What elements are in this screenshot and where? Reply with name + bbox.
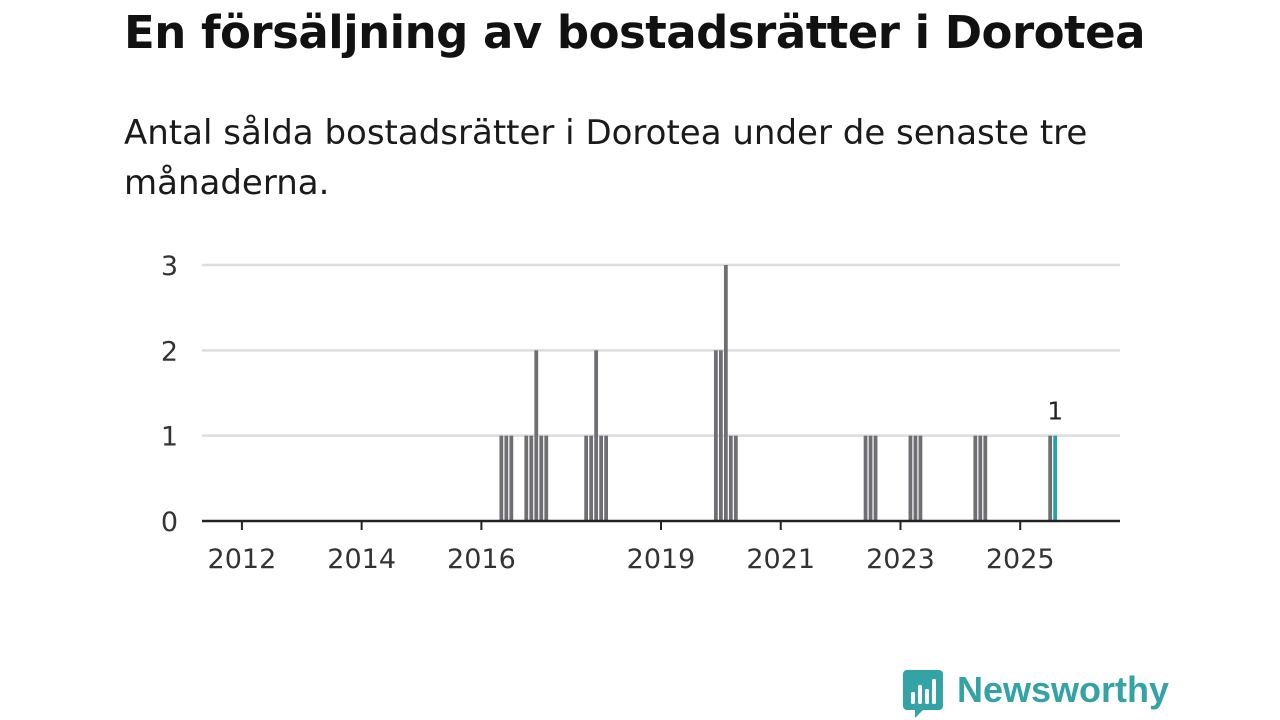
bar [539, 435, 544, 521]
bar [534, 350, 539, 521]
bar [908, 435, 913, 521]
bar [918, 435, 923, 521]
bar [718, 350, 723, 521]
x-tick-label: 2014 [327, 544, 396, 575]
bar [504, 435, 509, 521]
data-labels: 1 [1047, 397, 1063, 426]
bar [599, 435, 604, 521]
bar-chart: 0 1 2 3 2012 2014 2016 2019 2021 2023 2025 1 [161, 251, 1120, 575]
bar [499, 435, 504, 521]
chart-title: En försäljning av bostadsrätter i Dorote… [124, 6, 1145, 59]
bars [499, 265, 1058, 521]
x-tick-label: 2016 [447, 544, 516, 575]
brand-name: Newsworthy [957, 669, 1170, 710]
x-axis-labels: 2012 2014 2016 2019 2021 2023 2025 [208, 544, 1055, 575]
bar [728, 435, 733, 521]
y-tick-label: 1 [161, 422, 178, 453]
bar [863, 435, 868, 521]
bar [983, 435, 988, 521]
bar [524, 435, 529, 521]
bar [584, 435, 589, 521]
bar [913, 435, 918, 521]
x-axis [202, 519, 1120, 530]
y-tick-label: 2 [161, 336, 178, 367]
bar [1048, 435, 1053, 521]
chart-subtitle: Antal sålda bostadsrätter i Dorotea unde… [124, 113, 1088, 203]
bar [978, 435, 983, 521]
bar [604, 435, 609, 521]
y-axis-labels: 0 1 2 3 [161, 251, 178, 538]
bar [594, 350, 599, 521]
bar [544, 435, 549, 521]
bar [509, 435, 514, 521]
bar [529, 435, 534, 521]
brand-logo: Newsworthy [903, 670, 1169, 720]
bar [868, 435, 873, 521]
y-tick-label: 0 [161, 507, 178, 538]
x-tick-label: 2021 [746, 544, 815, 575]
x-tick-label: 2012 [208, 544, 277, 575]
x-tick-label: 2023 [866, 544, 935, 575]
bar [973, 435, 978, 521]
data-label: 1 [1047, 397, 1063, 426]
x-tick-label: 2019 [627, 544, 696, 575]
gridlines [202, 263, 1120, 437]
x-tick-label: 2025 [986, 544, 1055, 575]
bar [713, 350, 718, 521]
bar [723, 265, 728, 521]
bar-highlight [1053, 435, 1058, 521]
y-tick-label: 3 [161, 251, 178, 282]
bar [733, 435, 738, 521]
newsworthy-logo-icon [903, 670, 943, 718]
bar [873, 435, 878, 521]
bar [589, 435, 594, 521]
